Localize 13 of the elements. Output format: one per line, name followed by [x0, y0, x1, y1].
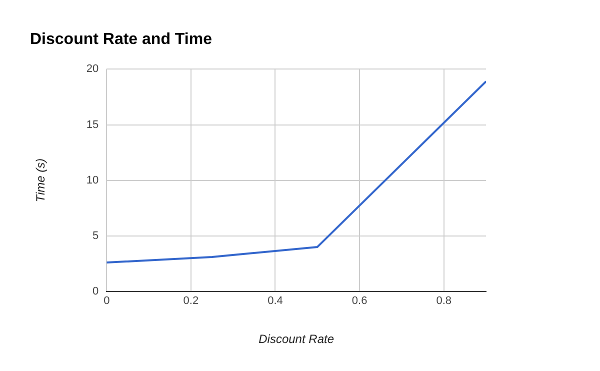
y-tick-label: 5	[92, 230, 99, 242]
chart-title: Discount Rate and Time	[30, 31, 212, 48]
y-tick-label: 15	[86, 118, 99, 131]
x-tick-label: 0.4	[268, 295, 283, 308]
x-tick-label: 0.2	[183, 295, 199, 308]
x-tick-label: 0.8	[436, 295, 452, 308]
y-tick-label: 20	[86, 63, 99, 76]
x-axis-title: Discount Rate	[258, 332, 334, 346]
y-axis-title: Time (s)	[34, 158, 48, 202]
x-tick-label: 0	[104, 295, 110, 308]
x-tick-label: 0.6	[352, 295, 368, 308]
y-tick-label: 0	[92, 285, 99, 298]
y-tick-label: 10	[86, 174, 99, 186]
